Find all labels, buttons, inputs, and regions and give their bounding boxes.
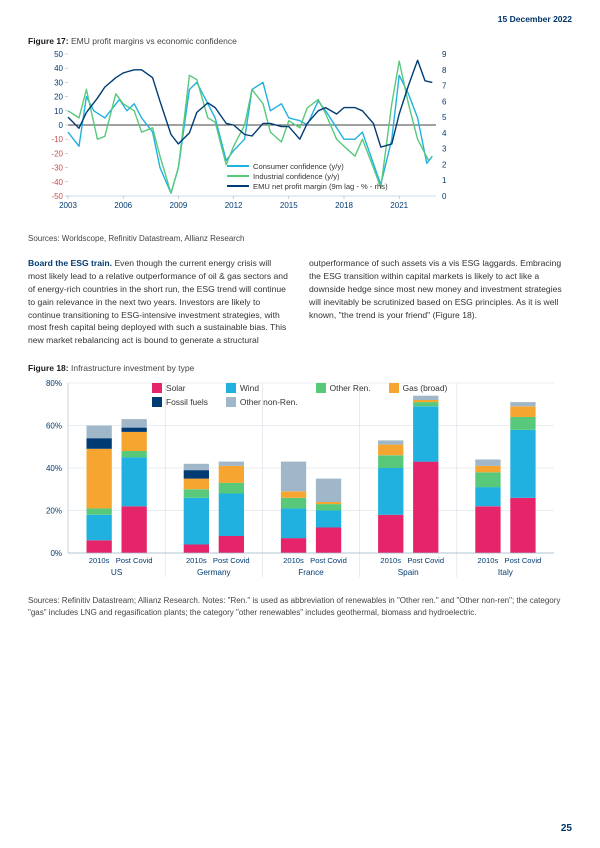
body-lead: Board the ESG train.	[28, 258, 114, 268]
svg-text:60%: 60%	[46, 422, 62, 431]
svg-text:2: 2	[442, 160, 447, 169]
svg-text:Post Covid: Post Covid	[213, 556, 250, 565]
svg-text:7: 7	[442, 82, 447, 91]
svg-text:2010s: 2010s	[89, 556, 110, 565]
figure18-legend: Solar Wind Other Ren. Gas (broad) Fossil fue…	[152, 383, 447, 407]
legend-swatch	[226, 397, 236, 407]
svg-text:30: 30	[54, 78, 63, 87]
svg-text:-40: -40	[51, 178, 63, 187]
svg-text:US: US	[111, 568, 123, 577]
body-left-text: Even though the current energy crisis wi…	[28, 258, 288, 345]
figure18-title: Figure 18: Infrastructure investment by …	[28, 363, 572, 373]
figure18-title-text: Infrastructure investment by type	[71, 363, 194, 373]
svg-text:Post Covid: Post Covid	[310, 556, 347, 565]
svg-text:Italy: Italy	[498, 568, 514, 577]
svg-text:Spain: Spain	[398, 568, 419, 577]
legend-label: Other Ren.	[330, 383, 371, 393]
legend-swatch	[316, 383, 326, 393]
legend-swatch	[152, 397, 162, 407]
legend-label: Other non-Ren.	[240, 397, 298, 407]
legend-label: Gas (broad)	[403, 383, 448, 393]
svg-text:20: 20	[54, 93, 63, 102]
svg-text:2021: 2021	[390, 201, 408, 210]
svg-text:8: 8	[442, 66, 447, 75]
svg-text:4: 4	[442, 129, 447, 138]
legend-item-solar: Solar	[152, 383, 208, 393]
svg-text:Post Covid: Post Covid	[407, 556, 444, 565]
svg-text:Post Covid: Post Covid	[116, 556, 153, 565]
legend-item-fossil: Fossil fuels	[152, 397, 208, 407]
legend-label: Wind	[240, 383, 259, 393]
svg-text:50: 50	[54, 50, 63, 59]
svg-text:10: 10	[54, 107, 63, 116]
svg-text:2010s: 2010s	[283, 556, 304, 565]
svg-text:40%: 40%	[46, 464, 62, 473]
svg-text:20%: 20%	[46, 507, 62, 516]
legend-item-other_ren: Other Ren.	[316, 383, 371, 393]
legend-item-gas: Gas (broad)	[389, 383, 448, 393]
svg-text:3: 3	[442, 145, 447, 154]
svg-text:9: 9	[442, 50, 447, 59]
figure17-prefix: Figure 17:	[28, 36, 71, 46]
svg-text:1: 1	[442, 176, 447, 185]
svg-text:France: France	[298, 568, 324, 577]
figure17-title-text: EMU profit margins vs economic confidenc…	[71, 36, 237, 46]
page-date: 15 December 2022	[498, 14, 572, 24]
figure17-chart: -50 -40 -30 -20 -10 0 10 20 30 40 50 0 1 2 3 4 5 6 7 8 9 2003…	[32, 50, 462, 228]
svg-text:2006: 2006	[114, 201, 132, 210]
figure18-prefix: Figure 18:	[28, 363, 71, 373]
svg-text:-50: -50	[51, 192, 63, 201]
svg-text:2003: 2003	[59, 201, 77, 210]
svg-text:Industrial confidence (y/y): Industrial confidence (y/y)	[253, 172, 340, 181]
svg-text:40: 40	[54, 64, 63, 73]
svg-text:80%: 80%	[46, 379, 62, 388]
figure18-chart: Solar Wind Other Ren. Gas (broad) Fossil fue…	[32, 377, 560, 587]
svg-text:0: 0	[442, 192, 447, 201]
legend-swatch	[226, 383, 236, 393]
legend-item-other_non: Other non-Ren.	[226, 397, 298, 407]
figure17-svg: -50 -40 -30 -20 -10 0 10 20 30 40 50 0 1 2 3 4 5 6 7 8 9 2003…	[32, 50, 462, 228]
legend-swatch	[389, 383, 399, 393]
svg-text:EMU net profit margin (9m lag: EMU net profit margin (9m lag - % - rhs)	[253, 182, 388, 191]
svg-text:-30: -30	[51, 164, 63, 173]
svg-text:2010s: 2010s	[380, 556, 401, 565]
svg-text:5: 5	[442, 113, 447, 122]
svg-text:2010s: 2010s	[186, 556, 207, 565]
svg-text:6: 6	[442, 97, 447, 106]
body-columns: Board the ESG train. Even though the cur…	[28, 257, 572, 347]
svg-text:Post Covid: Post Covid	[505, 556, 542, 565]
svg-text:2012: 2012	[225, 201, 243, 210]
legend-item-wind: Wind	[226, 383, 298, 393]
figure17-sources: Sources: Worldscope, Refinitiv Datastrea…	[28, 234, 572, 243]
svg-text:Germany: Germany	[197, 568, 232, 577]
svg-text:Consumer confidence (y/y): Consumer confidence (y/y)	[253, 162, 344, 171]
svg-text:2018: 2018	[335, 201, 353, 210]
figure17-title: Figure 17: EMU profit margins vs economi…	[28, 36, 572, 46]
figure18-sources: Sources: Refinitiv Datastream; Allianz R…	[28, 595, 572, 618]
page-number: 25	[561, 823, 572, 834]
body-col-left: Board the ESG train. Even though the cur…	[28, 257, 291, 347]
svg-text:0: 0	[59, 121, 64, 130]
legend-swatch	[152, 383, 162, 393]
svg-text:-10: -10	[51, 135, 63, 144]
body-col-right: outperformance of such assets vis a vis …	[309, 257, 572, 347]
svg-text:-20: -20	[51, 149, 63, 158]
legend-label: Solar	[166, 383, 186, 393]
svg-text:0%: 0%	[50, 549, 62, 558]
figure18-svg: 0%20%40%60%80%2010sPost CovidUS2010sPost…	[32, 377, 560, 587]
svg-text:2010s: 2010s	[478, 556, 499, 565]
legend-label: Fossil fuels	[166, 397, 208, 407]
svg-text:2015: 2015	[280, 201, 298, 210]
svg-text:2009: 2009	[170, 201, 188, 210]
